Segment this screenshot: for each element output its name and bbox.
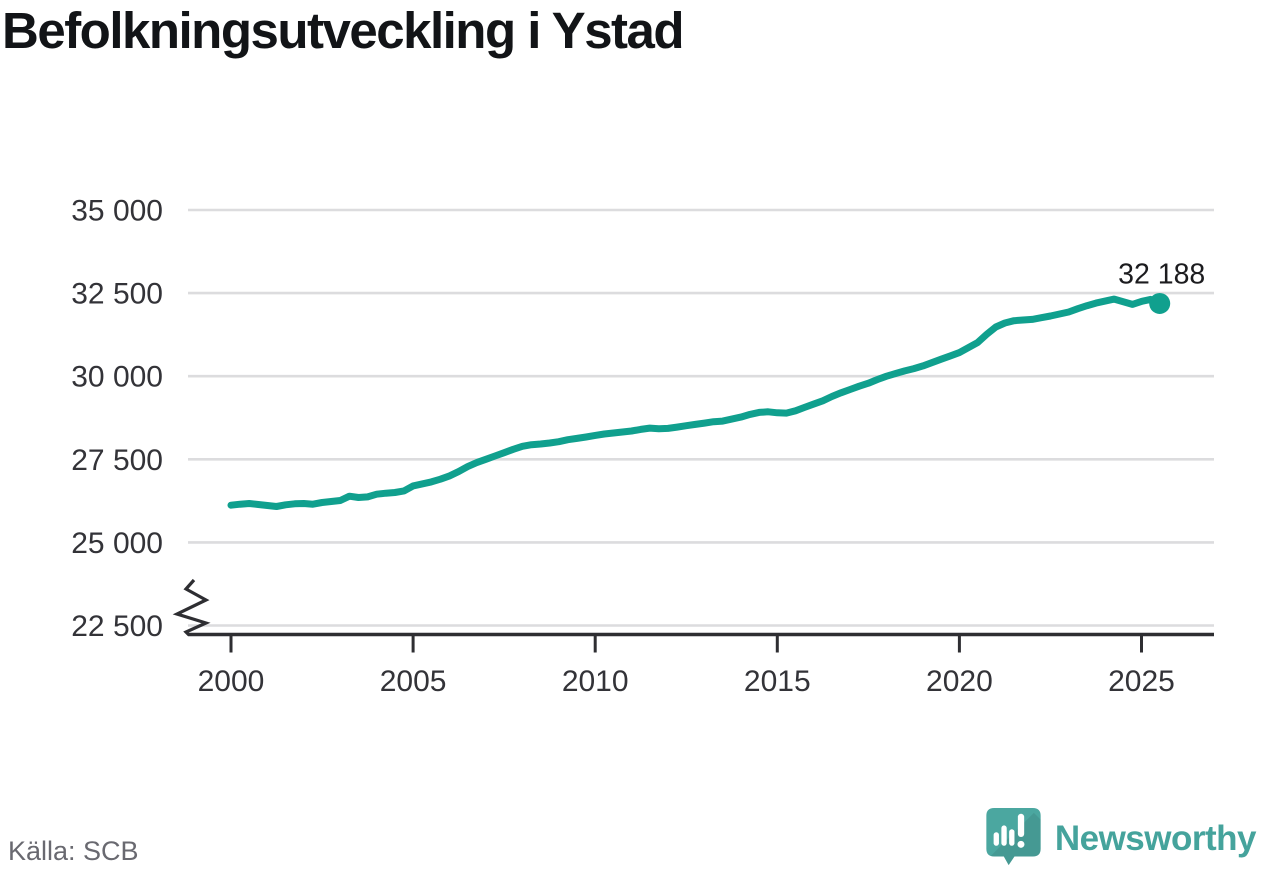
logo-exclamation-bar [1017, 813, 1025, 838]
newsworthy-speech-bubble-chart-icon [986, 807, 1041, 866]
newsworthy-wordmark: Newsworthy [1054, 819, 1257, 858]
source-note: Källa: SCB [8, 836, 139, 866]
x-axis-tick-label: 2010 [562, 665, 629, 698]
y-axis-tick-label: 30 000 [71, 361, 163, 394]
latest-value-dot [1149, 292, 1171, 314]
x-axis-tick-label: 2025 [1108, 665, 1175, 698]
x-axis-tick-label: 2015 [744, 665, 811, 698]
y-axis-tick-label: 35 000 [71, 195, 163, 228]
y-axis-tick-label: 27 500 [71, 444, 163, 477]
logo-bar-chart-glyph [993, 813, 1025, 848]
population-line [227, 295, 1164, 510]
x-axis-tick-label: 2005 [380, 665, 447, 698]
logo-shadow [987, 812, 1041, 866]
y-axis-tick-label: 32 500 [71, 278, 163, 311]
latest-value-label: 32 188 [1118, 258, 1205, 290]
axis-break-icon [172, 578, 211, 637]
chart-title: Befolkningsutveckling i Ystad [2, 2, 685, 59]
y-axis-tick-label: 22 500 [71, 610, 163, 643]
logo-exclamation-dot [1017, 840, 1025, 848]
x-axis-tick-label: 2000 [198, 665, 265, 698]
x-axis-tick-label: 2020 [926, 665, 993, 698]
y-axis-tick-label: 25 000 [71, 527, 163, 560]
newsworthy-logo: Newsworthy [985, 807, 1257, 871]
